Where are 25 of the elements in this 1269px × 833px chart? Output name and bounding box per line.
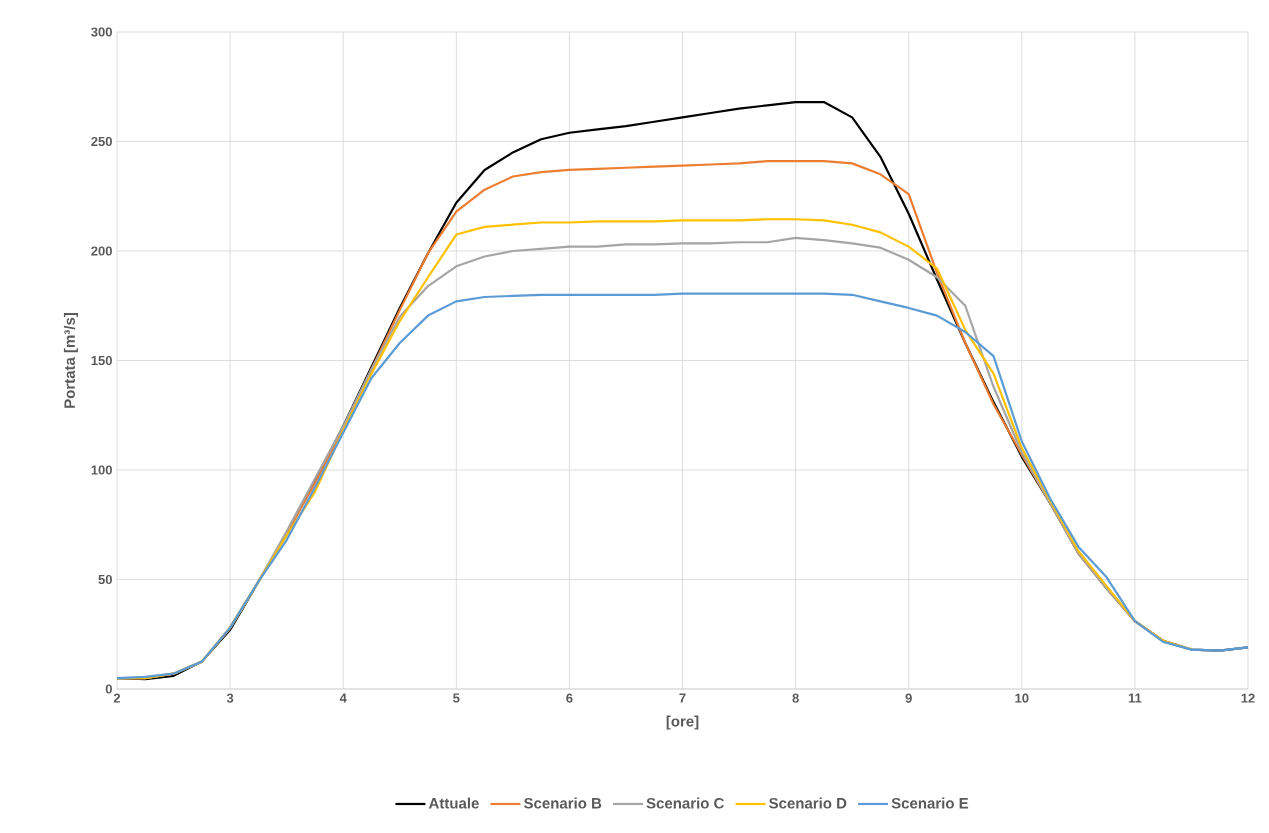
legend-label: Attuale <box>428 797 479 809</box>
x-tick-label: 9 <box>905 693 912 703</box>
x-tick-label: 2 <box>113 693 121 703</box>
x-tick-label: 10 <box>1015 693 1029 703</box>
x-tick-label: 7 <box>679 693 686 703</box>
legend-label: Scenario D <box>769 797 847 809</box>
y-tick-label: 100 <box>91 465 112 475</box>
y-tick-label: 300 <box>91 27 112 37</box>
legend-label: Scenario E <box>891 797 969 809</box>
legend-label: Scenario B <box>523 797 602 809</box>
y-tick-label: 0 <box>105 684 112 694</box>
x-tick-label: 6 <box>566 693 573 703</box>
x-tick-label: 11 <box>1128 693 1142 703</box>
x-tick-label: 5 <box>453 693 460 703</box>
legend-label: Scenario C <box>646 797 725 809</box>
y-tick-label: 150 <box>91 355 112 366</box>
y-axis-title: Portata [m³/s] <box>63 313 78 408</box>
y-tick-label: 250 <box>91 136 112 147</box>
y-tick-label: 200 <box>91 246 112 256</box>
x-tick-label: 12 <box>1241 693 1255 703</box>
y-tick-label: 50 <box>98 574 112 585</box>
x-tick-label: 3 <box>226 693 234 703</box>
x-tick-label: 8 <box>792 693 799 703</box>
x-axis-title: [ore] <box>666 715 699 730</box>
x-tick-label: 4 <box>339 693 347 703</box>
